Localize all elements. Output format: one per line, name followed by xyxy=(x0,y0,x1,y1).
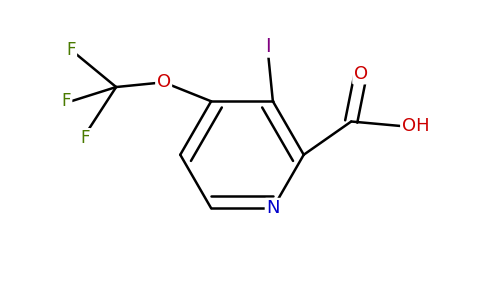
Text: O: O xyxy=(354,65,368,83)
Text: F: F xyxy=(66,41,76,59)
Text: N: N xyxy=(266,199,280,217)
Text: I: I xyxy=(265,37,271,56)
Text: OH: OH xyxy=(402,117,429,135)
Text: O: O xyxy=(157,73,171,91)
Text: F: F xyxy=(80,129,90,147)
Text: F: F xyxy=(61,92,71,110)
